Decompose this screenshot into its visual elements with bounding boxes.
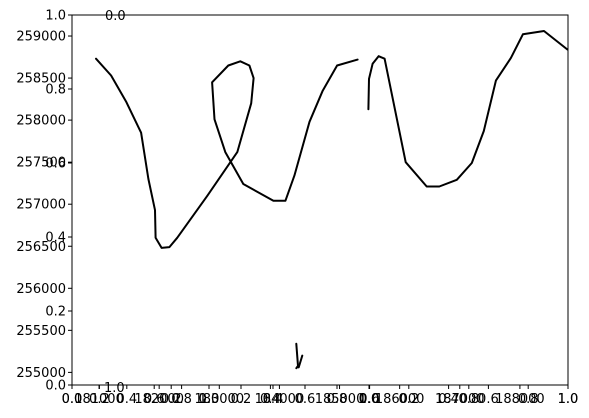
- overlay-x-tick-label: 0.6: [359, 392, 380, 407]
- overlay-x-tick-label: 0.2: [398, 392, 419, 407]
- overlay-x-tick-label: 0.6: [478, 392, 499, 407]
- x-tick-label: 187000: [435, 392, 485, 407]
- overlay-x-tick-label: 1.0: [558, 392, 579, 407]
- overlay-axis-ticks: 0.00.20.40.60.81.00.0 0.2 0.4 0.6 0.8 1.00.0 0…: [45, 9, 578, 408]
- x-tick-label: 182000: [134, 392, 184, 407]
- overlay-x-tick-label: 0.2: [89, 392, 110, 407]
- overlay-x-tick-label: 0.8: [171, 392, 192, 407]
- plot-background: [72, 15, 568, 385]
- stray-top-label: 0.0: [105, 9, 126, 24]
- overlay-x-tick-label: 0.4: [263, 392, 284, 407]
- overlay-x-tick-label: 0.0: [62, 392, 83, 407]
- overlay-x-tick-label: 0.8: [458, 392, 479, 407]
- overlay-y-tick-label: 0.6: [45, 157, 66, 172]
- overlay-x-tick-label: 0.8: [518, 392, 539, 407]
- y-tick-label: 257500: [16, 156, 66, 171]
- overlay-x-tick-label: 0.4: [438, 392, 459, 407]
- x-tick-label: 181000: [74, 392, 124, 407]
- x-axis-ticks: 181000 182000 183000 184000 185000 186000 1870…: [74, 385, 545, 407]
- y-axis-ticks: 255000 255500 256000 256500 257000 257500 2580…: [16, 30, 72, 381]
- y-tick-label: 256000: [16, 282, 66, 297]
- overlay-x-tick-label: 1.0: [558, 392, 579, 407]
- overlay-x-tick-label: 0.0: [62, 392, 83, 407]
- overlay-x-tick-label: 1.0: [199, 392, 220, 407]
- overlay-x-tick-label: 0.4: [116, 392, 137, 407]
- overlay-x-tick-label: 0.6: [295, 392, 316, 407]
- y-tick-label: 255500: [16, 324, 66, 339]
- x-tick-label: 186000: [375, 392, 425, 407]
- overlay-x-tick-label: 0.4: [260, 392, 281, 407]
- series-layer: [95, 30, 569, 370]
- y-tick-label: 258500: [16, 72, 66, 87]
- overlay-y-tick-label: 0.2: [45, 305, 66, 320]
- overlay-y-tick-label: 0.4: [45, 231, 66, 246]
- y-tick-label: 255000: [16, 366, 66, 381]
- overlay-x-tick-label: 0.2: [161, 392, 182, 407]
- overlay-x-tick-label: 0.0: [199, 392, 220, 407]
- overlay-x-tick-label: 0.6: [144, 392, 165, 407]
- y-tick-label: 258000: [16, 114, 66, 129]
- series-line-segment: [367, 30, 569, 188]
- overlay-y-tick-label: 0.8: [45, 83, 66, 98]
- stray-bottom-label: 1.0: [104, 381, 125, 396]
- x-tick-label: 188000: [495, 392, 545, 407]
- x-tick-label: 184000: [255, 392, 305, 407]
- series-line-segment: [95, 57, 359, 249]
- overlay-y-tick-label: 1.0: [45, 9, 66, 24]
- y-tick-label: 257000: [16, 198, 66, 213]
- x-tick-label: 183000: [194, 392, 244, 407]
- y-tick-label: 259000: [16, 30, 66, 45]
- overlay-y-tick-label: 0.0: [45, 379, 66, 394]
- overlay-x-tick-label: 0.8: [327, 392, 348, 407]
- overlay-x-tick-label: 1.0: [359, 392, 380, 407]
- y-tick-label: 256500: [16, 240, 66, 255]
- x-tick-label: 185000: [315, 392, 365, 407]
- series-line-segment: [297, 354, 304, 369]
- plot-frame: [71, 14, 569, 386]
- overlay-x-tick-label: 0.2: [231, 392, 252, 407]
- overlay-x-tick-label: 0.0: [359, 392, 380, 407]
